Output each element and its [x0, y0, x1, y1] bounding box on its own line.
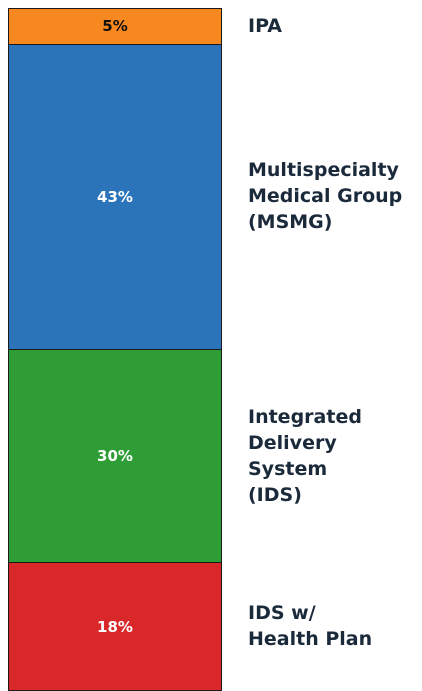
category-label: Multispecialty Medical Group (MSMG)	[248, 159, 403, 234]
data-label: 18%	[97, 617, 133, 636]
bar-segment: 30%	[8, 349, 222, 564]
category-label: Integrated Delivery System (IDS)	[248, 405, 362, 506]
data-label: 30%	[97, 447, 133, 466]
bar-segment: 18%	[8, 562, 222, 691]
category-label: IPA	[248, 14, 282, 37]
bar-segment: 43%	[8, 43, 222, 350]
bar-segment: 5%	[8, 8, 222, 45]
category-label: IDS w/ Health Plan	[248, 602, 373, 651]
data-label: 5%	[102, 17, 128, 36]
data-label: 43%	[97, 187, 133, 206]
